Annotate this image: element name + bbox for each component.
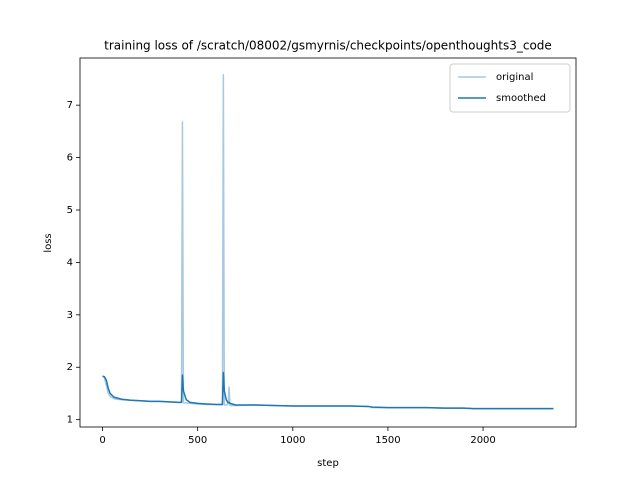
y-tick-label: 1 (67, 415, 73, 426)
line-series (102, 371, 554, 410)
x-tick-label: 1000 (280, 435, 305, 446)
y-axis-label: loss (43, 233, 54, 252)
legend-box (449, 63, 571, 113)
y-tick-label: 3 (67, 310, 73, 321)
y-tick-label: 6 (67, 153, 73, 164)
x-axis-label: step (317, 458, 339, 469)
x-tick-label: 0 (99, 435, 105, 446)
x-tick-label: 1500 (375, 435, 400, 446)
y-tick-label: 2 (67, 362, 73, 373)
x-tick-label: 2000 (470, 435, 495, 446)
legend-label: smoothed (496, 93, 546, 104)
chart-title: training loss of /scratch/08002/gsmyrnis… (104, 39, 552, 53)
y-tick-label: 5 (67, 205, 73, 216)
plot-frame (79, 57, 577, 428)
y-tick-label: 4 (67, 257, 73, 268)
legend-label: original (496, 72, 533, 83)
x-tick-label: 500 (188, 435, 207, 446)
y-tick-label: 7 (67, 100, 73, 111)
